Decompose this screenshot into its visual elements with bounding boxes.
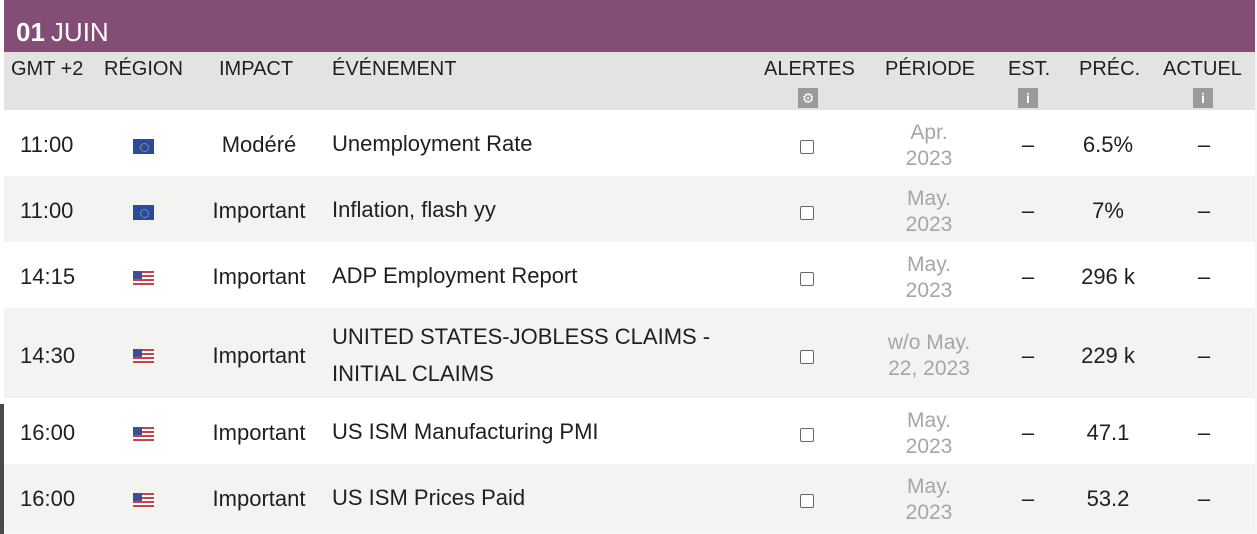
table-row[interactable]: 16:00 Important US ISM Manufacturing PMI… [4, 398, 1255, 464]
eu-flag-icon [133, 139, 154, 154]
info-icon[interactable]: i [1193, 88, 1213, 108]
header-actual[interactable]: ACTUEL [1163, 58, 1242, 80]
row-time: 14:15 [20, 264, 76, 289]
row-event[interactable]: Inflation, flash yy [332, 197, 496, 222]
row-estimate: – [1021, 198, 1035, 223]
row-estimate: – [1021, 486, 1035, 511]
row-event[interactable]: US ISM Manufacturing PMI [332, 419, 599, 444]
row-impact: Important [212, 198, 306, 223]
date-bar: 01 JUIN [4, 0, 1255, 52]
alert-checkbox[interactable] [800, 206, 814, 220]
table-row[interactable]: 14:30 Important UNITED STATES-JOBLESS CL… [4, 308, 1255, 398]
date-day: 01 [16, 17, 45, 47]
us-flag-icon [133, 349, 154, 364]
row-event[interactable]: Unemployment Rate [332, 131, 533, 156]
row-previous: 47.1 [1086, 420, 1130, 445]
eu-flag-icon [133, 205, 154, 220]
row-impact: Important [212, 420, 306, 445]
row-actual: – [1197, 420, 1211, 445]
row-actual: – [1197, 486, 1211, 511]
row-actual: – [1197, 198, 1211, 223]
header-impact[interactable]: IMPACT [219, 58, 294, 80]
header-period[interactable]: PÉRIODE [885, 58, 976, 80]
row-previous: 7% [1092, 198, 1124, 223]
header-time[interactable]: GMT +2 [11, 58, 84, 80]
row-event[interactable]: US ISM Prices Paid [332, 485, 526, 510]
alert-checkbox[interactable] [800, 428, 814, 442]
left-edge-rule [0, 0, 4, 534]
header-event[interactable]: ÉVÉNEMENT [332, 58, 457, 80]
row-actual: – [1197, 343, 1211, 368]
header-region[interactable]: RÉGION [104, 58, 183, 80]
row-period: May. 2023 [905, 253, 953, 302]
row-impact: Important [212, 264, 306, 289]
date-month: JUIN [50, 17, 109, 47]
row-event[interactable]: UNITED STATES-JOBLESS CLAIMS - INITIAL CL… [332, 324, 711, 386]
row-period: May. 2023 [905, 187, 953, 236]
row-period: w/o May. 22, 2023 [887, 331, 971, 380]
info-icon[interactable]: i [1018, 88, 1038, 108]
us-flag-icon [133, 427, 154, 442]
row-estimate: – [1021, 420, 1035, 445]
row-period: Apr. 2023 [905, 121, 953, 170]
table-row[interactable]: 14:15 Important ADP Employment Report Ma… [4, 242, 1255, 308]
table-row[interactable]: 11:00 Modéré Unemployment Rate Apr. 2023 … [4, 110, 1255, 176]
row-time: 14:30 [20, 343, 76, 368]
header-estimate[interactable]: EST. [1008, 58, 1051, 80]
alert-checkbox[interactable] [800, 272, 814, 286]
us-flag-icon [133, 493, 154, 508]
row-time: 16:00 [20, 486, 76, 511]
table-row[interactable]: 16:00 Important US ISM Prices Paid May. 2… [4, 464, 1255, 530]
row-impact: Modéré [221, 132, 297, 157]
row-previous: 6.5% [1082, 132, 1134, 157]
row-period: May. 2023 [905, 409, 953, 458]
row-previous: 53.2 [1086, 486, 1130, 511]
row-period: May. 2023 [905, 475, 953, 524]
alert-checkbox[interactable] [800, 350, 814, 364]
header-previous[interactable]: PRÉC. [1079, 58, 1141, 80]
row-estimate: – [1021, 264, 1035, 289]
gear-icon[interactable]: ⚙ [798, 88, 818, 108]
alert-checkbox[interactable] [800, 494, 814, 508]
row-event[interactable]: ADP Employment Report [332, 263, 578, 288]
alert-checkbox[interactable] [800, 140, 814, 154]
row-actual: – [1197, 132, 1211, 157]
row-previous: 229 k [1081, 343, 1135, 368]
row-impact: Important [212, 343, 306, 368]
row-time: 11:00 [20, 132, 74, 157]
us-flag-icon [133, 271, 154, 286]
row-time: 16:00 [20, 420, 76, 445]
table-row[interactable]: 11:00 Important Inflation, flash yy May.… [4, 176, 1255, 242]
row-estimate: – [1021, 343, 1035, 368]
row-impact: Important [212, 486, 306, 511]
row-actual: – [1197, 264, 1211, 289]
header-alerts[interactable]: ALERTES [764, 58, 855, 80]
row-estimate: – [1021, 132, 1035, 157]
row-previous: 296 k [1081, 264, 1135, 289]
row-time: 11:00 [20, 198, 74, 223]
table-header: GMT +2 RÉGION IMPACT ÉVÉNEMENT ALERTES ⚙… [4, 52, 1255, 110]
